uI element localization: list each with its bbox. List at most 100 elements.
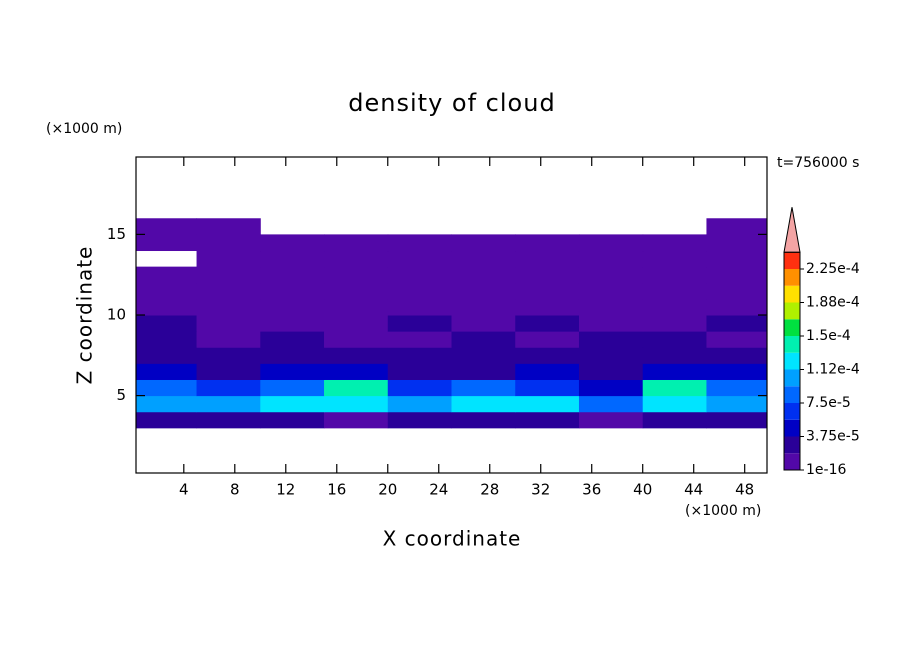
contour-cell <box>706 347 768 364</box>
x-tick-label: 24 <box>429 481 448 499</box>
contour-cell <box>260 298 325 316</box>
contour-cell <box>196 347 261 364</box>
contour-cell <box>324 250 389 268</box>
contour-cell <box>387 347 452 364</box>
contour-cell <box>196 298 261 316</box>
contour-cell <box>642 298 707 316</box>
contour-cell <box>578 315 644 332</box>
contour-cell <box>324 363 389 380</box>
contour-cell <box>136 315 198 332</box>
contour-cell <box>260 331 325 348</box>
contour-cell <box>515 395 580 413</box>
contour-cell <box>642 234 707 252</box>
y-axis-title: Z coordinate <box>73 246 97 385</box>
colorbar: 1e-16 3.75e-5 7.5e-5 1.12e-4 1.5e-4 1.88e-4 2.… <box>783 207 860 478</box>
colorbar-segment <box>784 302 800 320</box>
contour-cell <box>324 395 389 413</box>
contour-cell <box>451 395 516 413</box>
contour-cell <box>706 234 768 252</box>
contour-cell <box>578 250 644 268</box>
contour-cell <box>642 411 707 429</box>
colorbar-segment <box>784 436 800 454</box>
contour-cell <box>324 331 389 348</box>
contour-cell <box>451 347 516 364</box>
contour-cell <box>642 315 707 332</box>
x-unit: (×1000 m) <box>685 503 761 519</box>
contour-cell <box>706 218 768 235</box>
contour-cell <box>260 347 325 364</box>
contour-cell <box>324 347 389 364</box>
contour-cell <box>515 363 580 380</box>
contour-cell <box>578 282 644 300</box>
contour-field <box>136 218 768 429</box>
colorbar-segment <box>784 386 800 403</box>
x-tick-label: 4 <box>179 481 189 499</box>
contour-cell <box>136 411 198 429</box>
contour-cell <box>451 315 516 332</box>
contour-cell <box>578 363 644 380</box>
contour-cell <box>451 363 516 380</box>
x-tick-label: 28 <box>480 481 499 499</box>
contour-cell <box>578 266 644 284</box>
x-axis-title: X coordinate <box>383 527 522 551</box>
contour-cell <box>578 395 644 413</box>
contour-cell <box>387 266 452 284</box>
contour-cell <box>706 379 768 397</box>
colorbar-tick-label: 3.75e-5 <box>806 429 860 445</box>
contour-cell <box>706 250 768 268</box>
contour-cell <box>260 282 325 300</box>
chart-title: density of cloud <box>348 89 555 117</box>
contour-cell <box>515 266 580 284</box>
contour-cell <box>578 379 644 397</box>
contour-cell <box>706 298 768 316</box>
contour-cell <box>578 331 644 348</box>
contour-cell <box>196 266 261 284</box>
contour-cell <box>642 363 707 380</box>
contour-cell <box>578 298 644 316</box>
contour-cell <box>515 379 580 397</box>
contour-cell <box>451 331 516 348</box>
contour-cell <box>136 298 198 316</box>
contour-cell <box>451 379 516 397</box>
contour-cell <box>387 282 452 300</box>
colorbar-segment <box>784 252 800 269</box>
contour-cell <box>515 411 580 429</box>
contour-cell <box>642 250 707 268</box>
contour-cell <box>706 395 768 413</box>
contour-cell <box>260 411 325 429</box>
contour-cell <box>451 298 516 316</box>
contour-cell <box>196 218 261 235</box>
colorbar-tick-label: 2.25e-4 <box>806 261 860 277</box>
contour-cell <box>260 266 325 284</box>
contour-cell <box>324 379 389 397</box>
contour-cell <box>451 266 516 284</box>
contour-cell <box>324 411 389 429</box>
colorbar-segment <box>784 419 800 437</box>
colorbar-frame <box>783 251 801 471</box>
colorbar-tick-label: 1.88e-4 <box>806 295 860 311</box>
x-tick-label: 44 <box>684 481 703 499</box>
y-tick-label: 10 <box>107 306 126 324</box>
colorbar-segment <box>784 285 800 303</box>
contour-cell <box>387 379 452 397</box>
x-tick-label: 16 <box>327 481 346 499</box>
contour-cell <box>642 395 707 413</box>
contour-cell <box>324 315 389 332</box>
contour-cell <box>196 234 261 252</box>
colorbar-segment <box>784 269 800 286</box>
contour-cell <box>196 282 261 300</box>
contour-cell <box>136 266 198 284</box>
x-tick-label: 40 <box>633 481 652 499</box>
contour-cell <box>196 363 261 380</box>
contour-cell <box>451 250 516 268</box>
contour-cell <box>387 395 452 413</box>
contour-cell <box>196 379 261 397</box>
contour-cell <box>578 234 644 252</box>
contour-cell <box>387 315 452 332</box>
contour-cell <box>387 363 452 380</box>
contour-cell <box>136 331 198 348</box>
contour-cell <box>387 250 452 268</box>
contour-cell <box>451 411 516 429</box>
